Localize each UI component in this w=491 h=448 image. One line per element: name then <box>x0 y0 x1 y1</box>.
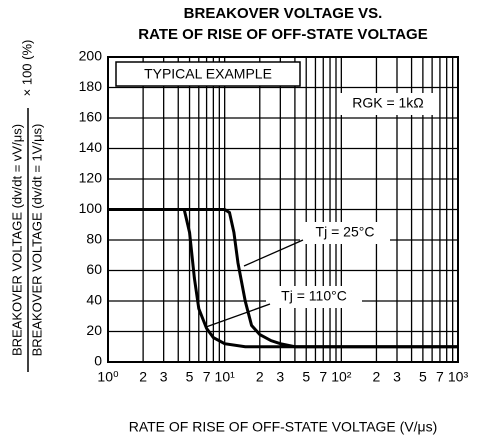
chart-title: BREAKOVER VOLTAGE VS. <box>184 5 383 22</box>
y-tick-label: 0 <box>94 353 102 369</box>
x-tick-label: 2 <box>256 369 264 385</box>
x-tick-label: 7 <box>436 369 444 385</box>
y-label-suffix: × 100 (%) <box>19 40 34 97</box>
series-label: Tj = 110°C <box>281 288 347 304</box>
annotation-bg <box>338 93 438 115</box>
x-tick-label: 2 <box>373 369 381 385</box>
y-tick-label: 20 <box>86 322 102 338</box>
chart-title: RATE OF RISE OF OFF-STATE VOLTAGE <box>138 26 427 43</box>
y-axis-label: BREAKOVER VOLTAGE (dv/dt = vV/μs) <box>9 124 24 356</box>
label-bg <box>300 222 390 244</box>
x-tick-label: 10³ <box>448 369 469 385</box>
y-axis-label: × 100 (%) <box>19 40 34 97</box>
x-axis-label: RATE OF RISE OF OFF-STATE VOLTAGE (V/μs) <box>129 419 438 435</box>
arrow <box>243 239 304 267</box>
y-tick-label: 80 <box>86 231 102 247</box>
x-tick-label: 5 <box>302 369 310 385</box>
y-tick-label: 40 <box>86 292 102 308</box>
x-tick-label: 3 <box>160 369 168 385</box>
x-tick-label: 10¹ <box>215 369 236 385</box>
y-tick-label: 140 <box>79 139 103 155</box>
x-tick-label: 10⁰ <box>97 369 119 385</box>
curve <box>108 208 458 349</box>
x-tick-label: 5 <box>186 369 194 385</box>
annotation: RGK = 1kΩ <box>352 95 424 111</box>
y-axis-label: BREAKOVER VOLTAGE (dv/dt = 1V/μs) <box>29 124 44 357</box>
series-label: Tj = 25°C <box>316 224 375 240</box>
label-bg <box>266 286 362 308</box>
curve <box>108 208 458 349</box>
y-tick-label: 60 <box>86 261 102 277</box>
annotation-box <box>115 61 301 87</box>
y-tick-label: 100 <box>79 200 103 216</box>
y-label-numerator: BREAKOVER VOLTAGE (dv/dt = vV/μs) <box>9 124 24 356</box>
x-tick-label: 2 <box>139 369 147 385</box>
x-tick-label: 7 <box>203 369 211 385</box>
x-tick-label: 5 <box>419 369 427 385</box>
y-label-denominator: BREAKOVER VOLTAGE (dv/dt = 1V/μs) <box>29 124 44 357</box>
x-tick-label: 10² <box>331 369 352 385</box>
y-tick-label: 120 <box>79 170 103 186</box>
x-tick-label: 3 <box>393 369 401 385</box>
y-tick-label: 160 <box>79 109 103 125</box>
x-tick-label: 3 <box>276 369 284 385</box>
annotation: TYPICAL EXAMPLE <box>144 66 272 82</box>
arrow <box>205 303 271 328</box>
x-tick-label: 7 <box>319 369 327 385</box>
y-tick-label: 200 <box>79 48 103 64</box>
y-tick-label: 180 <box>79 78 103 94</box>
